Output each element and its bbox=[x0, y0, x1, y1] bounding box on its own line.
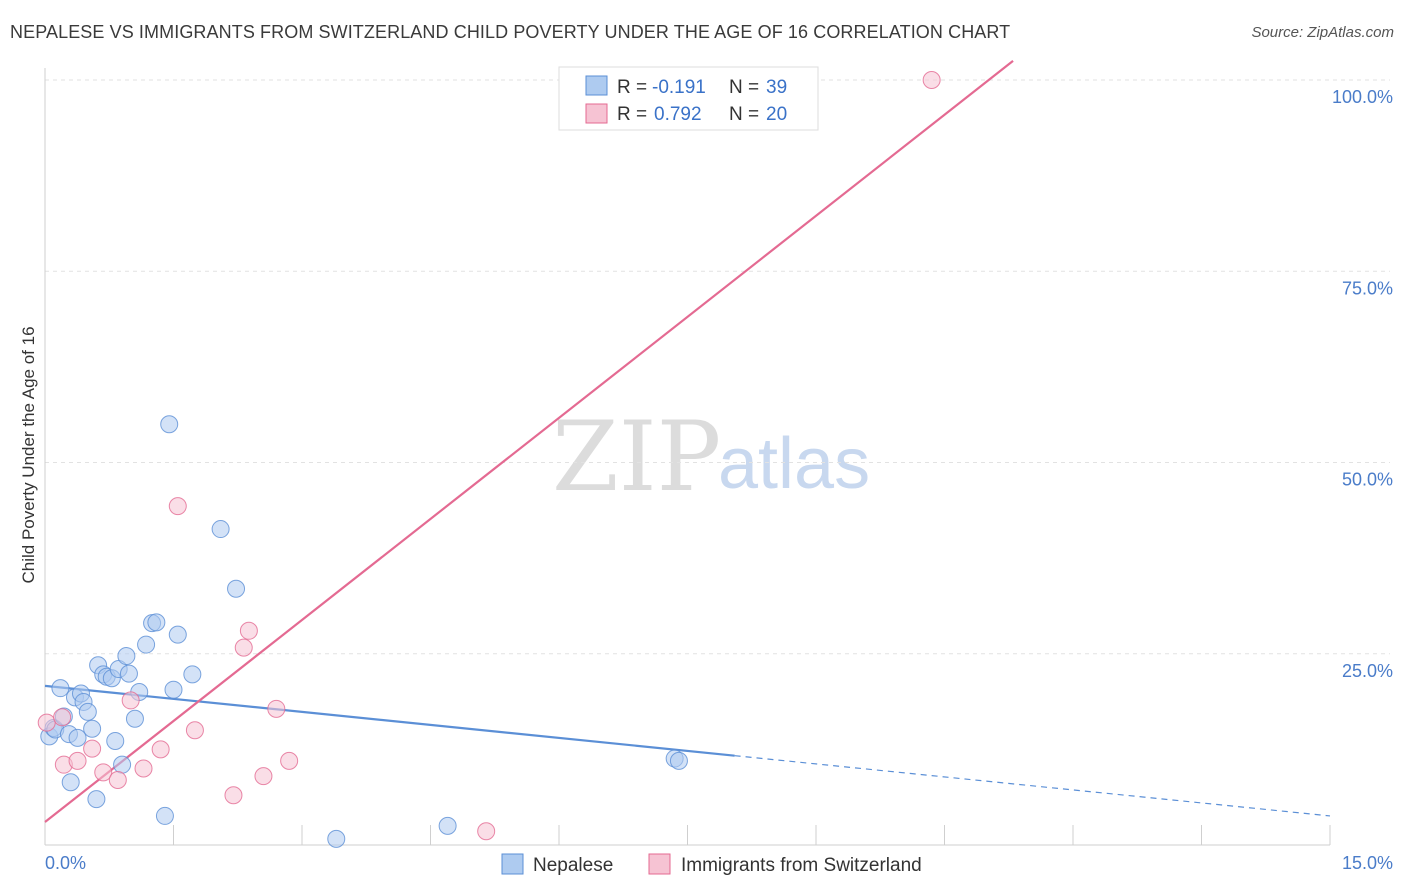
legend-n-value-1: 39 bbox=[766, 77, 787, 98]
point-nepalese bbox=[327, 829, 346, 848]
point-switzerland bbox=[254, 767, 273, 786]
point-switzerland bbox=[37, 713, 56, 732]
trend-line-dashed bbox=[734, 755, 1331, 817]
point-switzerland bbox=[477, 822, 496, 841]
point-nepalese bbox=[438, 816, 457, 835]
watermark-atlas: atlas bbox=[718, 424, 870, 504]
point-nepalese bbox=[119, 664, 138, 683]
trend-lines bbox=[44, 60, 1331, 823]
y-tick-label: 100.0% bbox=[1332, 87, 1393, 107]
point-nepalese bbox=[87, 790, 106, 809]
legend-r-value-2: 0.792 bbox=[654, 104, 702, 125]
point-switzerland bbox=[68, 751, 87, 770]
point-nepalese bbox=[669, 751, 688, 770]
source-label: Source: ZipAtlas.com bbox=[1251, 24, 1394, 41]
legend-r-value-1: -0.191 bbox=[652, 77, 706, 98]
point-nepalese bbox=[227, 579, 246, 598]
point-nepalese bbox=[160, 415, 179, 434]
legend-swatch-blue bbox=[585, 75, 608, 96]
legend-label-switzerland: Immigrants from Switzerland bbox=[681, 855, 922, 876]
watermark-zip: ZIP bbox=[552, 401, 721, 513]
point-nepalese bbox=[113, 755, 132, 774]
point-nepalese bbox=[51, 679, 70, 698]
point-switzerland bbox=[108, 770, 127, 789]
point-switzerland bbox=[83, 739, 102, 758]
point-switzerland bbox=[94, 763, 113, 782]
point-nepalese bbox=[125, 709, 144, 728]
point-switzerland bbox=[134, 759, 153, 778]
point-switzerland bbox=[53, 708, 72, 727]
point-switzerland bbox=[922, 71, 941, 89]
axes bbox=[44, 68, 1331, 846]
point-switzerland bbox=[234, 638, 253, 657]
trend-line-solid bbox=[44, 684, 735, 757]
point-nepalese bbox=[183, 665, 202, 684]
y-tick-label: 25.0% bbox=[1342, 661, 1393, 681]
point-nepalese bbox=[155, 806, 174, 825]
point-nepalese bbox=[68, 728, 87, 747]
correlation-legend: R = -0.191 N = 39 R = 0.792 N = 20 bbox=[558, 66, 819, 131]
point-switzerland bbox=[185, 721, 204, 740]
legend-swatch-switzerland bbox=[648, 853, 671, 875]
x-tick-label: 15.0% bbox=[1342, 853, 1393, 873]
legend-swatch-nepalese bbox=[501, 853, 524, 875]
legend-n-label-1: N = bbox=[729, 77, 759, 98]
point-nepalese bbox=[211, 520, 230, 539]
point-switzerland bbox=[280, 751, 299, 770]
legend-n-value-2: 20 bbox=[766, 104, 787, 125]
point-nepalese bbox=[147, 613, 166, 632]
legend-n-label-2: N = bbox=[729, 104, 759, 125]
point-switzerland bbox=[239, 621, 258, 640]
grid-lines bbox=[45, 79, 1390, 655]
point-switzerland bbox=[224, 786, 243, 805]
point-switzerland bbox=[151, 740, 170, 759]
point-nepalese bbox=[168, 625, 187, 644]
trend-line bbox=[44, 60, 1014, 823]
y-tick-label: 50.0% bbox=[1342, 470, 1393, 490]
point-switzerland bbox=[168, 497, 187, 516]
point-nepalese bbox=[164, 680, 183, 699]
point-nepalese bbox=[106, 731, 125, 750]
y-axis-label: Child Poverty Under the Age of 16 bbox=[19, 326, 38, 583]
chart-title: NEPALESE VS IMMIGRANTS FROM SWITZERLAND … bbox=[10, 22, 1011, 42]
tick-labels: 25.0% 50.0% 75.0% 100.0% 0.0% 15.0% bbox=[45, 87, 1393, 873]
legend-r-label-1: R = bbox=[617, 77, 647, 98]
point-nepalese bbox=[61, 773, 80, 792]
point-nepalese bbox=[78, 702, 97, 721]
point-nepalese bbox=[83, 719, 102, 738]
x-tick-label: 0.0% bbox=[45, 853, 86, 873]
point-nepalese bbox=[117, 647, 136, 666]
legend-r-label-2: R = bbox=[617, 104, 647, 125]
point-switzerland bbox=[121, 691, 140, 710]
series-legend: Nepalese Immigrants from Switzerland bbox=[501, 853, 922, 876]
y-tick-label: 75.0% bbox=[1342, 278, 1393, 298]
legend-label-nepalese: Nepalese bbox=[533, 855, 613, 876]
point-nepalese bbox=[137, 635, 156, 654]
point-switzerland bbox=[267, 699, 286, 718]
legend-swatch-pink bbox=[585, 103, 608, 124]
data-points bbox=[37, 71, 941, 848]
